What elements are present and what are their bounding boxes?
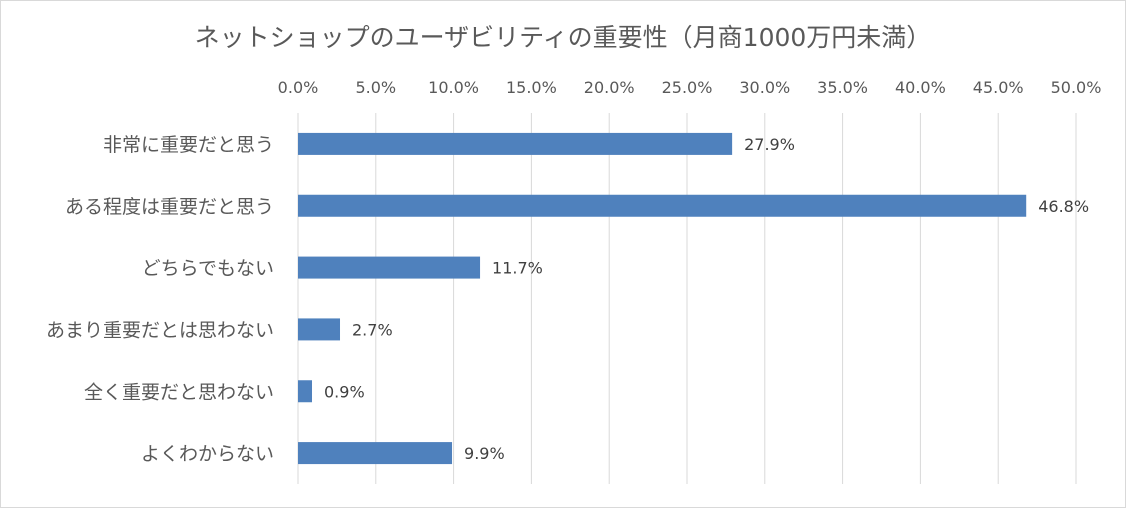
bar (298, 318, 341, 341)
category-label: 全く重要だと思わない (84, 381, 274, 403)
bar (298, 380, 313, 403)
x-tick-label: 20.0% (584, 78, 635, 97)
data-label: 27.9% (744, 135, 795, 154)
x-tick-label: 40.0% (895, 78, 946, 97)
x-tick-label: 25.0% (662, 78, 713, 97)
x-tick-label: 5.0% (355, 78, 396, 97)
data-label: 0.9% (324, 382, 365, 401)
category-label: どちらでもない (142, 258, 274, 280)
x-tick-label: 0.0% (278, 78, 319, 97)
category-label: あまり重要だとは思わない (46, 319, 274, 341)
data-label: 2.7% (352, 320, 393, 339)
bar (298, 194, 1027, 217)
category-label: 非常に重要だと思う (103, 134, 274, 156)
category-label: ある程度は重要だと思う (65, 196, 274, 218)
bar (298, 132, 733, 155)
bar (298, 442, 453, 465)
data-label: 9.9% (464, 444, 505, 463)
x-tick-label: 10.0% (428, 78, 479, 97)
category-label: よくわからない (141, 443, 274, 465)
chart-title: ネットショップのユーザビリティの重要性（月商1000万円未満） (194, 23, 932, 52)
x-tick-label: 30.0% (739, 78, 790, 97)
x-tick-label: 15.0% (506, 78, 557, 97)
data-label: 46.8% (1038, 197, 1089, 216)
data-label: 11.7% (492, 259, 543, 278)
bar (298, 256, 481, 279)
x-tick-label: 50.0% (1051, 78, 1102, 97)
x-tick-label: 45.0% (973, 78, 1024, 97)
x-tick-label: 35.0% (817, 78, 868, 97)
